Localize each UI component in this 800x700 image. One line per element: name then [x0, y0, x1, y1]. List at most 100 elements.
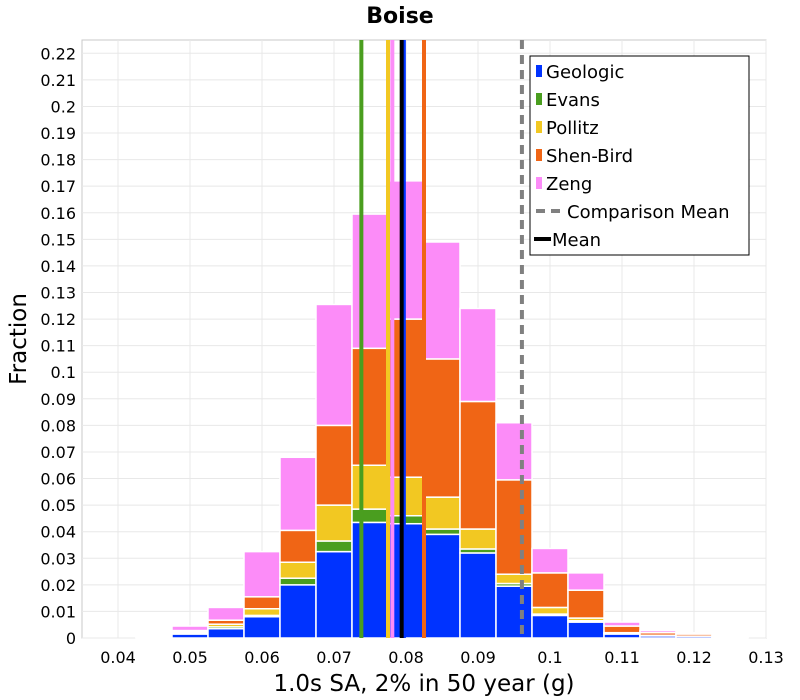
y-tick-label: 0.03: [40, 549, 76, 568]
bar-zeng: [207, 606, 245, 621]
bar-geologic: [567, 621, 605, 639]
legend-label-mean: Mean: [552, 230, 601, 251]
y-tick-label: 0.14: [40, 257, 76, 276]
bar-shen-bird: [531, 572, 569, 609]
x-axis-label: 1.0s SA, 2% in 50 year (g): [273, 671, 574, 697]
legend-swatch-pollitz: [536, 121, 542, 133]
y-tick-label: 0.15: [40, 230, 76, 249]
bar-pollitz: [423, 496, 461, 530]
x-tick-label: 0.07: [316, 648, 352, 667]
legend-box: [529, 55, 750, 256]
legend-label-shen-bird: Shen-Bird: [546, 146, 633, 167]
legend-label-zeng: Zeng: [546, 174, 592, 195]
bar-zeng: [351, 213, 389, 350]
bar-geologic: [243, 615, 281, 639]
bar-geologic: [351, 521, 389, 639]
y-tick-label: 0.06: [40, 470, 76, 489]
y-tick-label: 0.17: [40, 177, 76, 196]
bar-shen-bird: [315, 424, 353, 506]
y-tick-label: 0.18: [40, 151, 76, 170]
x-tick-label: 0.13: [748, 648, 784, 667]
bar-pollitz: [459, 528, 497, 550]
x-tick-label: 0.05: [172, 648, 208, 667]
bar-shen-bird: [495, 479, 533, 575]
bar-shen-bird: [459, 400, 497, 530]
bar-zeng: [423, 241, 461, 360]
x-tick-labels: 0.04 0.05 0.06 0.07 0.08 0.09 0.1 0.11 0.12 0.13: [100, 648, 784, 667]
bar-zeng: [675, 631, 713, 635]
bar-pollitz: [315, 504, 353, 542]
y-tick-labels: 0 0.01 0.02 0.03 0.04 0.05 0.06 0.07 0.08 0.09 0.1…: [40, 44, 76, 648]
x-tick-label: 0.12: [676, 648, 712, 667]
mean-lines: [359, 40, 524, 638]
bar-zeng: [711, 634, 749, 638]
bar-shen-bird: [603, 625, 641, 634]
bar-shen-bird: [279, 529, 317, 564]
bar-evans: [351, 508, 389, 524]
y-tick-label: 0.13: [40, 283, 76, 302]
y-axis-label: Fraction: [6, 293, 32, 385]
legend-label-evans: Evans: [546, 90, 600, 111]
y-tick-label: 0.01: [40, 602, 76, 621]
y-tick-label: 0.02: [40, 576, 76, 595]
x-tick-label: 0.09: [460, 648, 496, 667]
y-tick-label: 0.16: [40, 204, 76, 223]
legend-swatch-shen-bird: [536, 149, 542, 161]
bar-geologic: [207, 627, 245, 639]
bar-shen-bird: [423, 358, 461, 498]
bar-zeng: [639, 629, 677, 634]
y-tick-label: 0.04: [40, 523, 76, 542]
bar-geologic: [459, 552, 497, 639]
bar-zeng: [171, 625, 209, 632]
x-tick-label: 0.06: [244, 648, 280, 667]
legend-label-geologic: Geologic: [546, 62, 624, 83]
bar-geologic: [495, 585, 533, 639]
bar-zeng: [531, 547, 569, 574]
bar-zeng: [567, 572, 605, 591]
x-tick-label: 0.11: [604, 648, 640, 667]
x-tick-label: 0.08: [388, 648, 424, 667]
x-tick-label: 0.1: [537, 648, 562, 667]
legend-swatch-zeng: [536, 177, 542, 189]
bar-geologic: [423, 533, 461, 639]
y-tick-label: 0.21: [40, 71, 76, 90]
bar-shen-bird: [351, 347, 389, 466]
bar-evans: [423, 528, 461, 536]
chart-title: Boise: [366, 4, 433, 29]
y-tick-label: 0.05: [40, 496, 76, 515]
y-tick-label: 0.11: [40, 337, 76, 356]
bar-pollitz: [531, 606, 569, 615]
legend-swatch-geologic: [536, 65, 542, 77]
y-tick-label: 0.09: [40, 390, 76, 409]
bar-pollitz: [279, 561, 317, 579]
bar-evans: [315, 540, 353, 553]
bar-zeng: [135, 635, 173, 638]
bar-zeng: [459, 307, 497, 403]
bar-zeng: [243, 550, 281, 598]
bar-zeng: [279, 456, 317, 532]
bar-geologic: [531, 614, 569, 639]
bar-geologic: [315, 550, 353, 639]
legend-swatch-evans: [536, 93, 542, 105]
bar-zeng: [315, 303, 353, 427]
y-tick-label: 0.22: [40, 44, 76, 63]
bar-evans: [279, 577, 317, 586]
y-tick-label: 0.12: [40, 310, 76, 329]
y-tick-label: 0.2: [51, 97, 76, 116]
bar-zeng: [603, 621, 641, 627]
y-tick-label: 0: [66, 629, 76, 648]
y-tick-label: 0.07: [40, 443, 76, 462]
bar-zeng: [495, 421, 533, 481]
y-tick-label: 0.19: [40, 124, 76, 143]
bar-geologic: [279, 584, 317, 639]
legend-label-comparison-mean: Comparison Mean: [567, 202, 730, 223]
bar-shen-bird: [243, 596, 281, 610]
legend: Geologic Evans Pollitz Shen-Bird Zeng Compari…: [529, 55, 750, 256]
x-tick-label: 0.04: [100, 648, 136, 667]
bar-pollitz: [351, 464, 389, 510]
y-tick-label: 0.1: [51, 363, 76, 382]
y-tick-label: 0.08: [40, 416, 76, 435]
legend-label-pollitz: Pollitz: [546, 118, 599, 139]
